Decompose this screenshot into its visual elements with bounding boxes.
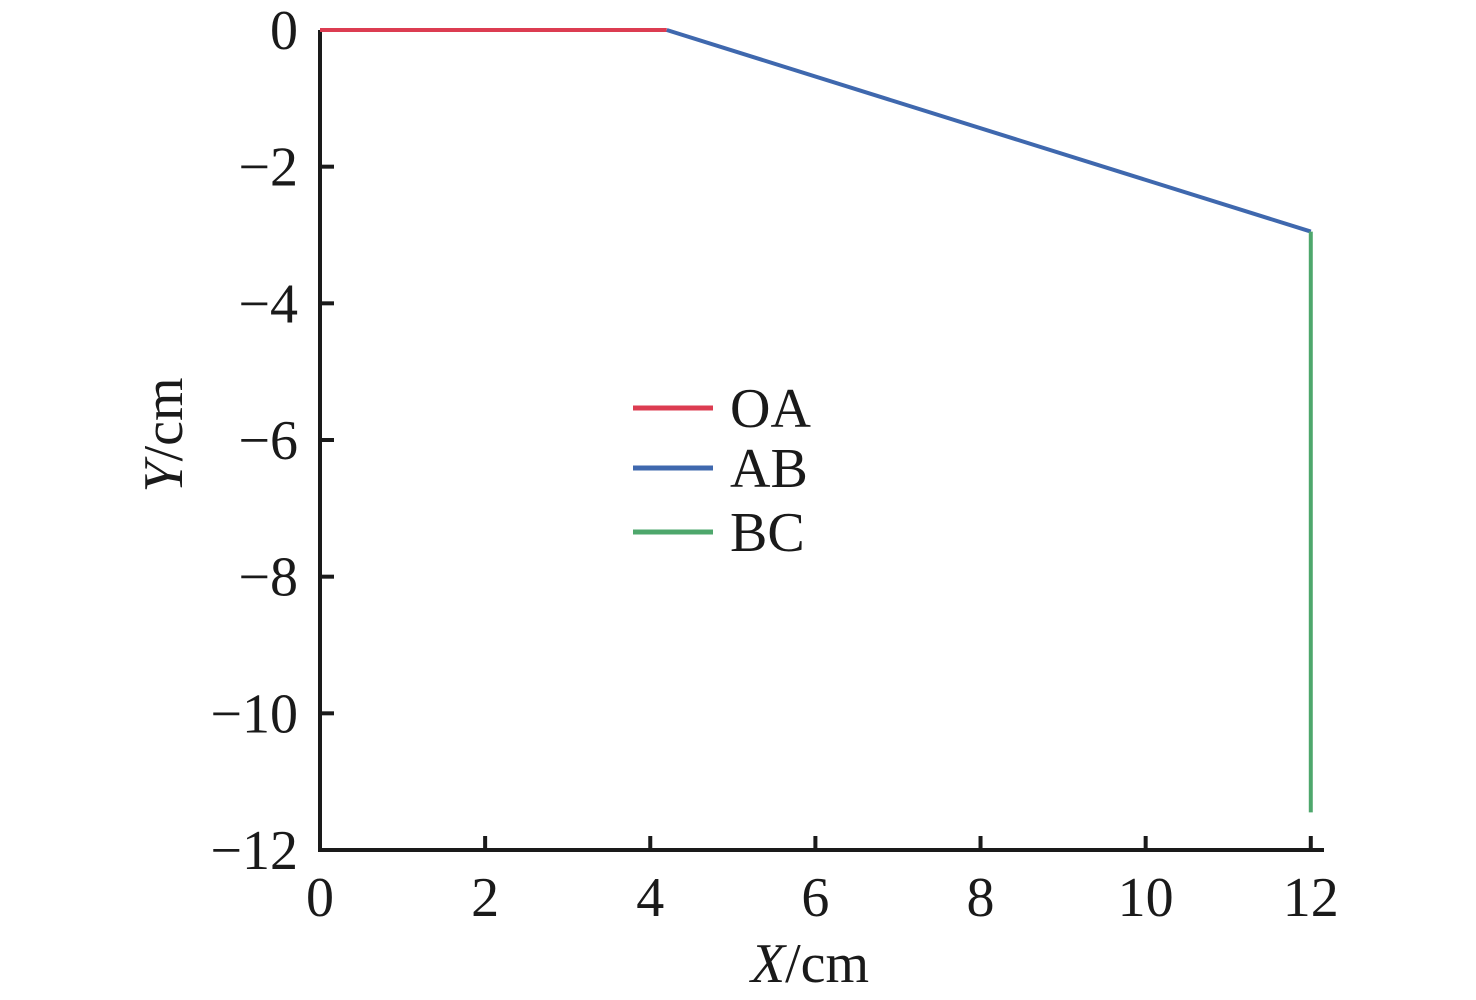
y-axis-title-unit: /cm xyxy=(133,377,195,461)
series-layer xyxy=(320,28,1313,813)
y-tick-label: −2 xyxy=(238,137,298,199)
legend-label-oa: OA xyxy=(730,378,811,440)
y-tick-label: 0 xyxy=(270,0,298,62)
axes-layer: 0 2 4 6 8 10 12 0 −2 −4 −6 −8 −10 −12 xyxy=(210,0,1338,929)
legend: OA AB BC xyxy=(633,378,811,564)
y-tick-label: −8 xyxy=(238,547,298,609)
x-axis-title-variable: X xyxy=(749,933,788,995)
y-tick-label: −10 xyxy=(210,683,298,745)
x-tick-label: 4 xyxy=(636,867,664,929)
y-tick-label: −6 xyxy=(238,410,298,472)
x-tick-label: 6 xyxy=(801,867,829,929)
y-axis-title: Y/cm xyxy=(133,377,195,492)
legend-label-ab: AB xyxy=(730,438,808,500)
x-axis-title-unit: /cm xyxy=(785,933,869,995)
x-tick-label: 0 xyxy=(306,867,334,929)
legend-entry-ab: AB xyxy=(633,438,808,500)
x-axis-title: X/cm xyxy=(749,933,869,995)
y-tick-label: −12 xyxy=(210,820,298,882)
y-axis-title-variable: Y xyxy=(133,456,195,493)
legend-label-bc: BC xyxy=(730,502,805,564)
x-tick-label: 8 xyxy=(967,867,995,929)
legend-entry-oa: OA xyxy=(633,378,811,440)
legend-entry-bc: BC xyxy=(633,502,805,564)
x-tick-label: 10 xyxy=(1118,867,1174,929)
x-tick-label: 12 xyxy=(1283,867,1339,929)
series-AB-line xyxy=(666,28,1312,234)
y-tick-label: −4 xyxy=(238,273,298,335)
x-tick-label: 2 xyxy=(471,867,499,929)
